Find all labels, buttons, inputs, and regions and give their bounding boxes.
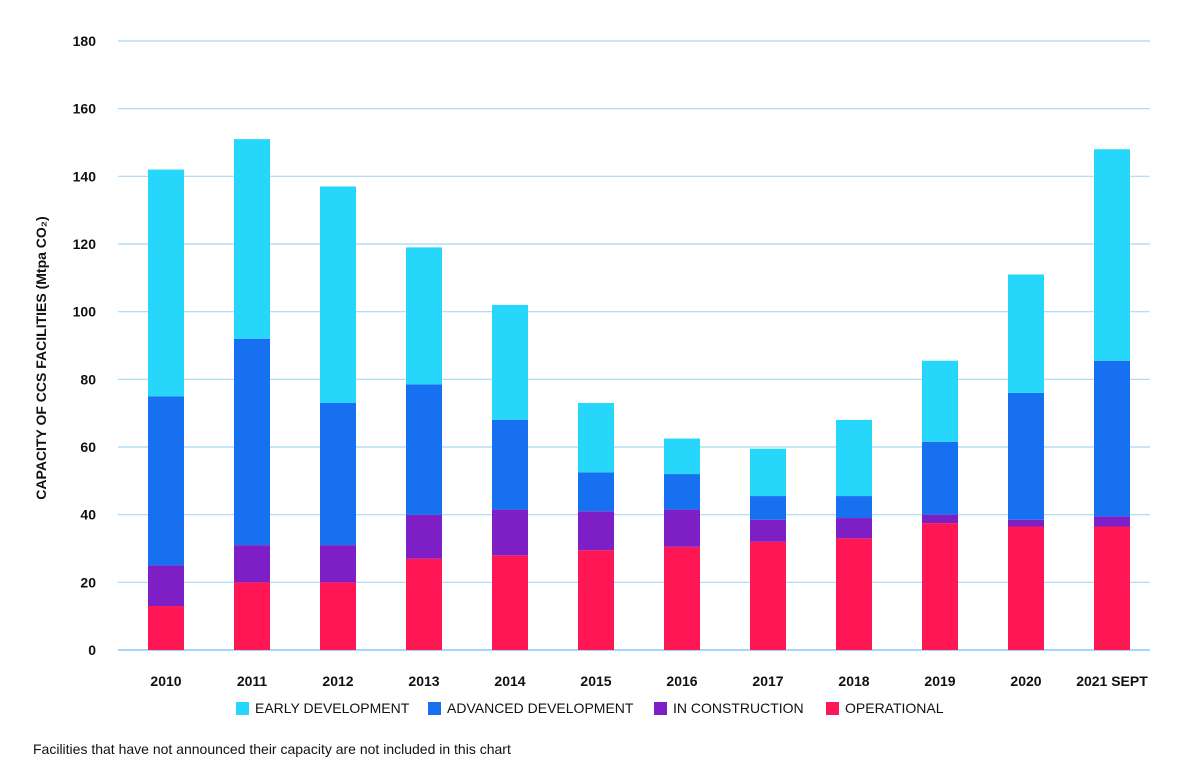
bar-in-construction-2016 xyxy=(664,509,700,547)
bar-advanced-development-2015 xyxy=(578,472,614,512)
x-tick-label-2019: 2019 xyxy=(924,673,955,689)
chart-footnote: Facilities that have not announced their… xyxy=(33,741,511,757)
bar-early-development-2015 xyxy=(578,403,614,473)
bar-in-construction-2018 xyxy=(836,518,872,539)
bar-operational-2013 xyxy=(406,558,442,650)
bar-operational-2018 xyxy=(836,538,872,650)
bar-in-construction-2017 xyxy=(750,519,786,542)
legend-swatch-operational xyxy=(826,701,839,715)
bar-early-development-2020 xyxy=(1008,274,1044,393)
y-tick-label-120: 120 xyxy=(73,236,97,252)
legend-label-operational: OPERATIONAL xyxy=(845,700,944,716)
bar-early-development-2011 xyxy=(234,139,270,339)
y-tick-label-100: 100 xyxy=(73,304,97,320)
bar-operational-2011 xyxy=(234,582,270,650)
bar-operational-2015 xyxy=(578,550,614,650)
bar-operational-2014 xyxy=(492,555,528,650)
legend-item-early: EARLY DEVELOPMENT xyxy=(236,700,409,716)
bar-advanced-development-2017 xyxy=(750,496,786,520)
bar-operational-2012 xyxy=(320,582,356,650)
y-tick-label-180: 180 xyxy=(73,33,97,49)
bar-advanced-development-2019 xyxy=(922,441,958,515)
y-tick-label-0: 0 xyxy=(88,642,96,658)
bar-early-development-2013 xyxy=(406,247,442,385)
x-tick-label-2016: 2016 xyxy=(666,673,697,689)
bar-advanced-development-2012 xyxy=(320,403,356,546)
x-tick-label-2013: 2013 xyxy=(408,673,439,689)
bar-early-development-2012 xyxy=(320,186,356,404)
x-tick-label-2021-sept: 2021 SEPT xyxy=(1076,673,1148,689)
x-tick-label-2011: 2011 xyxy=(237,673,268,689)
bar-in-construction-2010 xyxy=(148,565,184,607)
bar-advanced-development-2021-sept xyxy=(1094,360,1130,517)
chart-legend: EARLY DEVELOPMENT ADVANCED DEVELOPMENT I… xyxy=(0,700,1188,722)
legend-item-advanced: ADVANCED DEVELOPMENT xyxy=(428,700,633,716)
bar-in-construction-2019 xyxy=(922,514,958,524)
bar-early-development-2016 xyxy=(664,438,700,475)
ccs-capacity-chart: 0 20 40 60 80 100 120 140 160 180 2010 2011 2012 2013… xyxy=(33,33,1150,689)
y-axis-label: CAPACITY OF CCS FACILITIES (Mtpa CO₂) xyxy=(33,216,49,499)
bar-in-construction-2011 xyxy=(234,545,270,583)
bar-advanced-development-2020 xyxy=(1008,392,1044,520)
legend-swatch-early xyxy=(236,701,249,715)
x-tick-label-2014: 2014 xyxy=(494,673,525,689)
x-tick-label-2020: 2020 xyxy=(1010,673,1041,689)
x-tick-label-2017: 2017 xyxy=(752,673,783,689)
bar-early-development-2018 xyxy=(836,419,872,497)
bar-early-development-2010 xyxy=(148,169,184,397)
bar-early-development-2021-sept xyxy=(1094,149,1130,361)
y-tick-label-60: 60 xyxy=(80,439,96,455)
y-tick-label-140: 140 xyxy=(73,168,97,184)
bar-advanced-development-2010 xyxy=(148,396,184,566)
legend-item-operational: OPERATIONAL xyxy=(826,700,944,716)
bar-operational-2019 xyxy=(922,523,958,650)
bar-advanced-development-2013 xyxy=(406,384,442,515)
bar-early-development-2017 xyxy=(750,448,786,497)
bar-early-development-2014 xyxy=(492,304,528,420)
bar-operational-2016 xyxy=(664,546,700,650)
y-tick-label-40: 40 xyxy=(80,507,96,523)
bar-operational-2010 xyxy=(148,606,184,650)
x-tick-label-2012: 2012 xyxy=(322,673,353,689)
bar-advanced-development-2018 xyxy=(836,496,872,519)
bar-in-construction-2013 xyxy=(406,514,442,559)
bar-operational-2017 xyxy=(750,541,786,650)
y-tick-label-80: 80 xyxy=(80,371,96,387)
bar-operational-2020 xyxy=(1008,526,1044,650)
legend-label-advanced: ADVANCED DEVELOPMENT xyxy=(447,700,634,716)
bar-in-construction-2015 xyxy=(578,511,614,551)
bar-in-construction-2021-sept xyxy=(1094,516,1130,527)
bar-in-construction-2012 xyxy=(320,545,356,583)
bar-advanced-development-2011 xyxy=(234,338,270,546)
bar-advanced-development-2016 xyxy=(664,474,700,510)
legend-swatch-construction xyxy=(654,701,667,715)
y-tick-label-20: 20 xyxy=(80,574,96,590)
legend-label-construction: IN CONSTRUCTION xyxy=(673,700,804,716)
bar-advanced-development-2014 xyxy=(492,419,528,510)
y-tick-label-160: 160 xyxy=(73,101,97,117)
legend-label-early: EARLY DEVELOPMENT xyxy=(255,700,410,716)
x-tick-label-2010: 2010 xyxy=(150,673,181,689)
legend-swatch-advanced xyxy=(428,701,441,715)
bar-in-construction-2014 xyxy=(492,509,528,556)
legend-item-construction: IN CONSTRUCTION xyxy=(654,700,804,716)
bar-in-construction-2020 xyxy=(1008,519,1044,527)
x-tick-label-2018: 2018 xyxy=(838,673,869,689)
x-tick-label-2015: 2015 xyxy=(580,673,611,689)
bar-operational-2021-sept xyxy=(1094,526,1130,650)
bar-early-development-2019 xyxy=(922,360,958,442)
